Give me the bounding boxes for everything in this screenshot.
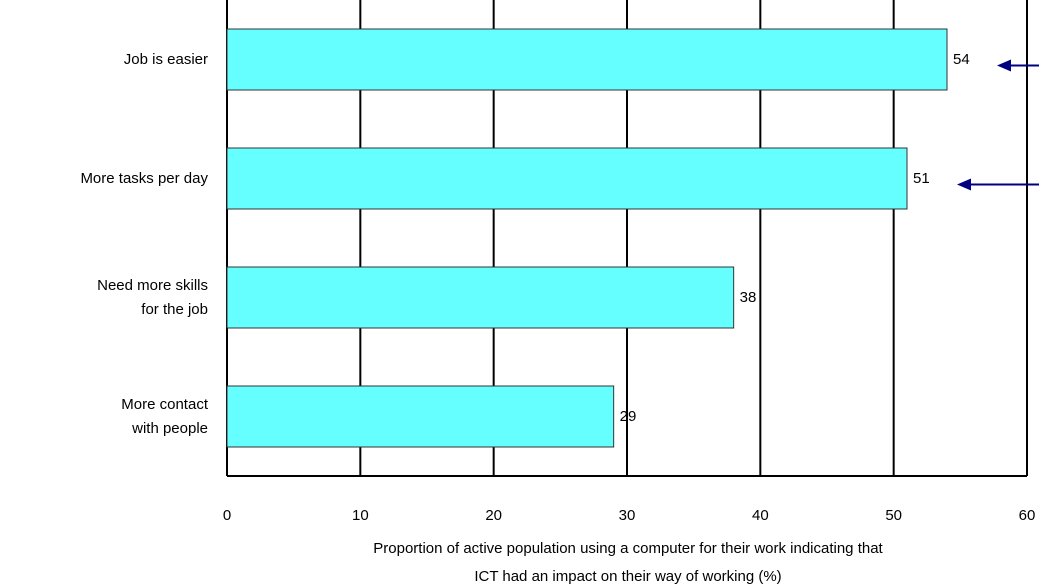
category-label-2: Need more skills for the job	[97, 277, 208, 318]
x-tick-label-30: 30	[619, 507, 636, 524]
x-tick-label-40: 40	[752, 507, 769, 524]
category-label-0: Job is easier	[124, 51, 208, 68]
bar-1	[226, 147, 908, 210]
data-label-0: 54	[953, 51, 970, 68]
arrow-head-1	[957, 178, 971, 191]
bar-3	[226, 385, 615, 448]
category-label-3: More contact with people	[121, 396, 209, 437]
arrow-head-0	[997, 59, 1011, 72]
x-axis-title-line-1: Proportion of active population using a …	[373, 540, 883, 557]
data-label-2: 38	[740, 289, 757, 306]
bars	[226, 28, 948, 448]
bar-2	[226, 266, 735, 329]
x-tick-label-50: 50	[885, 507, 902, 524]
data-label-3: 29	[620, 408, 637, 425]
annotation-arrows	[957, 59, 1039, 191]
category-label-1: More tasks per day	[80, 170, 208, 187]
x-tick-label-0: 0	[223, 507, 231, 524]
x-tick-label-60: 60	[1019, 507, 1036, 524]
x-tick-label-20: 20	[485, 507, 502, 524]
labels: 0 10 20 30 40 50 60 54 Job is easier 51 More tasks…	[80, 51, 1035, 524]
x-axis-title-line-2: ICT had an impact on their way of workin…	[474, 568, 781, 585]
bar-0	[226, 28, 948, 91]
data-label-1: 51	[913, 170, 930, 187]
x-tick-label-10: 10	[352, 507, 369, 524]
